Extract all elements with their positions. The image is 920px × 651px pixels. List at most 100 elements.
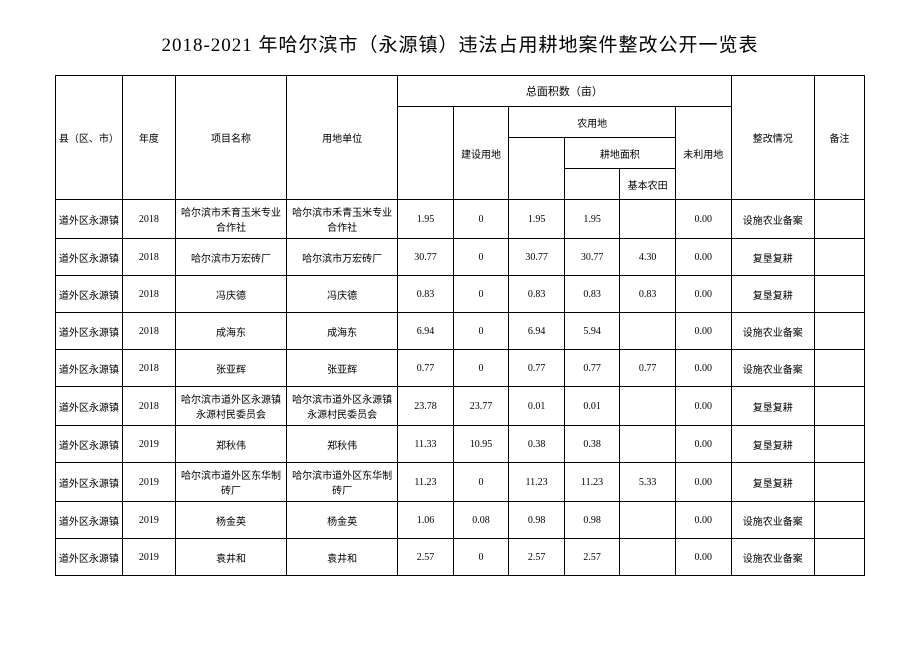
cell-agri: 0.01 (509, 387, 565, 426)
cell-project: 张亚辉 (175, 350, 286, 387)
header-unit: 用地单位 (287, 76, 398, 200)
cell-cultivated: 30.77 (564, 239, 620, 276)
cell-basic (620, 387, 676, 426)
cell-unused: 0.00 (675, 387, 731, 426)
cell-project: 哈尔滨市道外区东华制砖厂 (175, 463, 286, 502)
cell-county: 道外区永源镇 (56, 350, 123, 387)
cell-project: 郑秋伟 (175, 426, 286, 463)
table-row: 道外区永源镇2019杨金英杨金英1.060.080.980.980.00设施农业… (56, 502, 865, 539)
cell-remark (814, 502, 864, 539)
cell-unit: 郑秋伟 (287, 426, 398, 463)
cell-project: 杨金英 (175, 502, 286, 539)
cell-year: 2018 (122, 350, 175, 387)
cell-unit: 哈尔滨市道外区东华制砖厂 (287, 463, 398, 502)
cell-status: 复垦复耕 (731, 239, 814, 276)
cell-construction: 23.77 (453, 387, 509, 426)
cell-construction: 0 (453, 200, 509, 239)
cell-county: 道外区永源镇 (56, 463, 123, 502)
cell-agri: 0.83 (509, 276, 565, 313)
cell-total: 11.33 (398, 426, 454, 463)
header-total (398, 107, 454, 200)
cell-basic (620, 313, 676, 350)
header-year: 年度 (122, 76, 175, 200)
cell-agri: 11.23 (509, 463, 565, 502)
cell-basic (620, 502, 676, 539)
cell-project: 哈尔滨市禾育玉米专业合作社 (175, 200, 286, 239)
cell-construction: 0 (453, 313, 509, 350)
cell-unused: 0.00 (675, 539, 731, 576)
cell-total: 0.83 (398, 276, 454, 313)
cell-construction: 0 (453, 539, 509, 576)
cell-unused: 0.00 (675, 426, 731, 463)
cell-county: 道外区永源镇 (56, 502, 123, 539)
cell-total: 30.77 (398, 239, 454, 276)
cell-project: 哈尔滨市道外区永源镇永源村民委员会 (175, 387, 286, 426)
table-row: 道外区永源镇2019袁井和袁井和2.5702.572.570.00设施农业备案 (56, 539, 865, 576)
table-row: 道外区永源镇2019哈尔滨市道外区东华制砖厂哈尔滨市道外区东华制砖厂11.230… (56, 463, 865, 502)
cell-unused: 0.00 (675, 276, 731, 313)
cell-unused: 0.00 (675, 313, 731, 350)
cell-status: 复垦复耕 (731, 463, 814, 502)
header-remark: 备注 (814, 76, 864, 200)
cell-unit: 哈尔滨市万宏砖厂 (287, 239, 398, 276)
cell-remark (814, 239, 864, 276)
header-cultivated: 耕地面积 (564, 138, 675, 169)
cell-construction: 0.08 (453, 502, 509, 539)
cell-total: 11.23 (398, 463, 454, 502)
cell-construction: 10.95 (453, 426, 509, 463)
cell-remark (814, 539, 864, 576)
cell-unused: 0.00 (675, 239, 731, 276)
page-title: 2018-2021 年哈尔滨市（永源镇）违法占用耕地案件整改公开一览表 (55, 30, 865, 57)
header-county: 县（区、市） (56, 76, 123, 200)
table-row: 道外区永源镇2018成海东成海东6.9406.945.940.00设施农业备案 (56, 313, 865, 350)
cell-county: 道外区永源镇 (56, 539, 123, 576)
cell-agri: 0.98 (509, 502, 565, 539)
cell-status: 设施农业备案 (731, 539, 814, 576)
cell-unit: 成海东 (287, 313, 398, 350)
cell-agri: 0.77 (509, 350, 565, 387)
header-total-area: 总面积数（亩） (398, 76, 731, 107)
cell-status: 复垦复耕 (731, 276, 814, 313)
table-row: 道外区永源镇2018哈尔滨市万宏砖厂哈尔滨市万宏砖厂30.77030.7730.… (56, 239, 865, 276)
cell-remark (814, 313, 864, 350)
cell-status: 复垦复耕 (731, 387, 814, 426)
cell-basic: 5.33 (620, 463, 676, 502)
cell-project: 哈尔滨市万宏砖厂 (175, 239, 286, 276)
cell-remark (814, 350, 864, 387)
cell-status: 设施农业备案 (731, 502, 814, 539)
cell-cultivated: 0.01 (564, 387, 620, 426)
cell-unit: 冯庆德 (287, 276, 398, 313)
cell-county: 道外区永源镇 (56, 276, 123, 313)
cell-unit: 袁井和 (287, 539, 398, 576)
cell-cultivated: 0.77 (564, 350, 620, 387)
cell-remark (814, 426, 864, 463)
cell-county: 道外区永源镇 (56, 200, 123, 239)
cell-unit: 哈尔滨市禾青玉米专业合作社 (287, 200, 398, 239)
cell-agri: 30.77 (509, 239, 565, 276)
cell-year: 2018 (122, 276, 175, 313)
cell-agri: 6.94 (509, 313, 565, 350)
header-construction: 建设用地 (453, 107, 509, 200)
cell-remark (814, 200, 864, 239)
cell-status: 复垦复耕 (731, 426, 814, 463)
cell-county: 道外区永源镇 (56, 313, 123, 350)
cell-unused: 0.00 (675, 200, 731, 239)
header-agri-sub (509, 138, 565, 200)
cell-project: 成海东 (175, 313, 286, 350)
cell-unit: 哈尔滨市道外区永源镇永源村民委员会 (287, 387, 398, 426)
cell-basic (620, 200, 676, 239)
cell-unused: 0.00 (675, 502, 731, 539)
cell-year: 2019 (122, 426, 175, 463)
cell-basic: 0.77 (620, 350, 676, 387)
table-row: 道外区永源镇2018哈尔滨市道外区永源镇永源村民委员会哈尔滨市道外区永源镇永源村… (56, 387, 865, 426)
cell-unit: 张亚辉 (287, 350, 398, 387)
cell-unused: 0.00 (675, 350, 731, 387)
table-row: 道外区永源镇2019郑秋伟郑秋伟11.3310.950.380.380.00复垦… (56, 426, 865, 463)
header-basic: 基本农田 (620, 169, 676, 200)
cell-status: 设施农业备案 (731, 313, 814, 350)
cell-unused: 0.00 (675, 463, 731, 502)
table-row: 道外区永源镇2018张亚辉张亚辉0.7700.770.770.770.00设施农… (56, 350, 865, 387)
cell-basic: 0.83 (620, 276, 676, 313)
cell-county: 道外区永源镇 (56, 426, 123, 463)
cell-project: 袁井和 (175, 539, 286, 576)
